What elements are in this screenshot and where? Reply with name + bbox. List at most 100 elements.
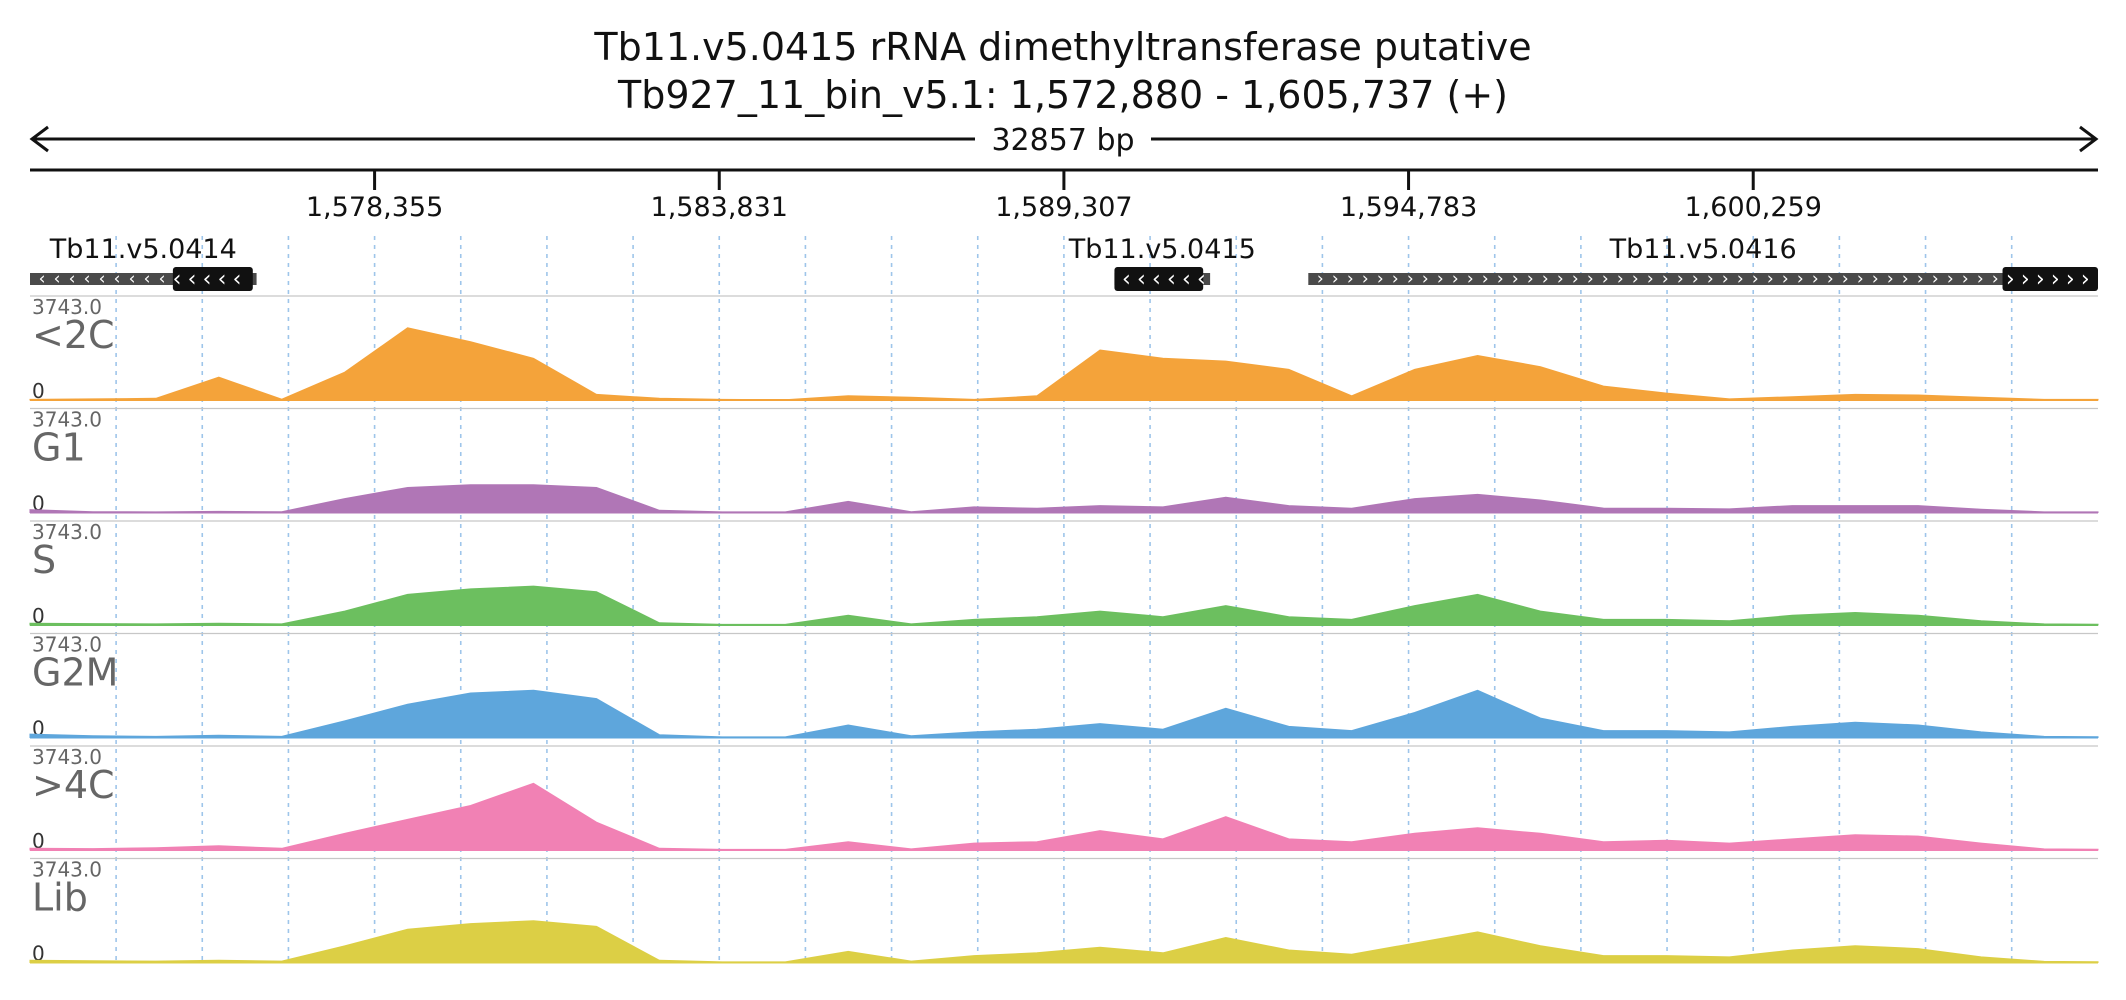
- span-label: 32857 bp: [991, 123, 1134, 158]
- gene-track: Tb11.v5.0414‹ ‹ ‹ ‹ ‹ ‹ ‹ ‹ ‹ ‹ ‹ ‹ ‹ ‹Tb11.v5.0415‹ ‹…: [30, 234, 2098, 292]
- track-name: G1: [32, 426, 86, 470]
- strand-arrow: ›: [2081, 267, 2090, 292]
- strand-arrow: ‹: [129, 269, 136, 289]
- coverage-area-1: [29, 327, 2099, 401]
- gene-cds-bar: [172, 267, 253, 291]
- strand-arrow: ›: [1317, 269, 1324, 289]
- track-zero-label: 0: [32, 829, 45, 853]
- strand-arrow: ›: [1827, 269, 1834, 289]
- strand-arrow: ‹: [114, 269, 121, 289]
- strand-arrow: ›: [1872, 269, 1879, 289]
- strand-arrow: ‹: [233, 267, 242, 292]
- span-arrow: [29, 125, 2099, 153]
- coverage-area-6: [29, 920, 2099, 963]
- strand-arrow: ›: [1557, 269, 1564, 289]
- strand-arrow: ›: [1617, 269, 1624, 289]
- strand-arrow: ›: [2006, 267, 2015, 292]
- gene-utr-bar: [1308, 273, 2098, 285]
- strand-arrow: ›: [1917, 269, 1924, 289]
- strand-arrow: ›: [2066, 267, 2075, 292]
- strand-arrow: ›: [1722, 269, 1729, 289]
- strand-arrow: ›: [1737, 269, 1744, 289]
- chart-subtitle: Tb927_11_bin_v5.1: 1,572,880 - 1,605,737…: [617, 73, 1508, 117]
- strand-arrow: ›: [1482, 269, 1489, 289]
- strand-arrow: ›: [1902, 269, 1909, 289]
- coverage-area-4: [29, 689, 2099, 738]
- strand-arrow: ›: [1437, 269, 1444, 289]
- strand-arrow: ›: [1887, 269, 1894, 289]
- strand-arrow: ›: [1947, 269, 1954, 289]
- x-tick-label: 1,600,259: [1685, 192, 1822, 223]
- gene-cds-bar: [2002, 267, 2098, 291]
- strand-arrow: ‹: [1122, 267, 1131, 292]
- strand-arrow: ›: [1452, 269, 1459, 289]
- x-tick-label: 1,594,783: [1340, 192, 1477, 223]
- strand-arrow: ›: [1377, 269, 1384, 289]
- track-max-label: 3743.0: [32, 295, 102, 319]
- strand-arrow: ›: [1647, 269, 1654, 289]
- strand-arrow: ‹: [203, 267, 212, 292]
- strand-arrow: ‹: [1182, 267, 1191, 292]
- strand-arrow: ›: [1932, 269, 1939, 289]
- track-zero-label: 0: [32, 942, 45, 966]
- strand-arrow: ‹: [159, 269, 166, 289]
- coverage-area-5: [29, 782, 2099, 851]
- track-name: >4C: [32, 763, 115, 807]
- strand-arrow: ‹: [1167, 267, 1176, 292]
- strand-arrow: ›: [1782, 269, 1789, 289]
- strand-arrow: ›: [1767, 269, 1774, 289]
- strand-arrow: ›: [2036, 267, 2045, 292]
- coverage-area-3: [29, 585, 2099, 626]
- track-max-label: 3743.0: [32, 745, 102, 769]
- strand-arrow: ›: [1392, 269, 1399, 289]
- strand-arrow: ›: [1497, 269, 1504, 289]
- track-zero-label: 0: [32, 604, 45, 628]
- gene-label: Tb11.v5.0415: [1068, 234, 1256, 265]
- track-name: <2C: [32, 313, 115, 357]
- strand-arrow: ›: [1662, 269, 1669, 289]
- x-axis-ticks: 1,578,355 1,583,831 1,589,307 1,594,783 1,60…: [306, 170, 1822, 223]
- strand-arrow: ›: [1692, 269, 1699, 289]
- span-arrow-left-head: [29, 125, 49, 153]
- strand-arrow: ›: [1842, 269, 1849, 289]
- strand-arrow: ›: [1467, 269, 1474, 289]
- strand-arrow: ›: [2021, 267, 2030, 292]
- strand-arrow: ›: [1677, 269, 1684, 289]
- strand-arrow: ›: [1332, 269, 1339, 289]
- coverage-tracks: 3743.0<2C03743.0G103743.0S03743.0G2M0374…: [29, 295, 2099, 966]
- strand-arrow: ›: [1602, 269, 1609, 289]
- track-zero-label: 0: [32, 379, 45, 403]
- strand-arrow: ›: [1812, 269, 1819, 289]
- x-tick-label: 1,583,831: [651, 192, 788, 223]
- track-name: S: [32, 538, 56, 582]
- gene-label: Tb11.v5.0416: [1609, 234, 1797, 265]
- strand-arrow: ›: [1512, 269, 1519, 289]
- strand-arrow: ‹: [173, 267, 182, 292]
- strand-arrow: ›: [1587, 269, 1594, 289]
- strand-arrow: ‹: [39, 269, 46, 289]
- strand-arrow: ›: [1542, 269, 1549, 289]
- strand-arrow: ‹: [69, 269, 76, 289]
- strand-arrow: ‹: [1152, 267, 1161, 292]
- strand-arrow: ›: [1977, 269, 1984, 289]
- strand-arrow: ›: [1857, 269, 1864, 289]
- gene-label: Tb11.v5.0414: [49, 234, 237, 265]
- strand-arrow: ›: [1797, 269, 1804, 289]
- strand-arrow: ›: [1707, 269, 1714, 289]
- strand-arrow: ›: [1527, 269, 1534, 289]
- x-tick-label: 1,589,307: [995, 192, 1132, 223]
- strand-arrow: ‹: [144, 269, 151, 289]
- strand-arrow: ›: [1362, 269, 1369, 289]
- chart-title-text: Tb11.v5.0415 rRNA dimethyltransferase pu…: [593, 25, 1531, 69]
- strand-arrow: ‹: [84, 269, 91, 289]
- track-name: G2M: [32, 651, 118, 695]
- strand-arrow: ‹: [99, 269, 106, 289]
- strand-arrow: ‹: [1197, 267, 1206, 292]
- strand-arrow: ›: [1992, 269, 1999, 289]
- strand-arrow: ‹: [188, 267, 197, 292]
- strand-arrow: ›: [1347, 269, 1354, 289]
- strand-arrow: ›: [1422, 269, 1429, 289]
- strand-arrow: ›: [1632, 269, 1639, 289]
